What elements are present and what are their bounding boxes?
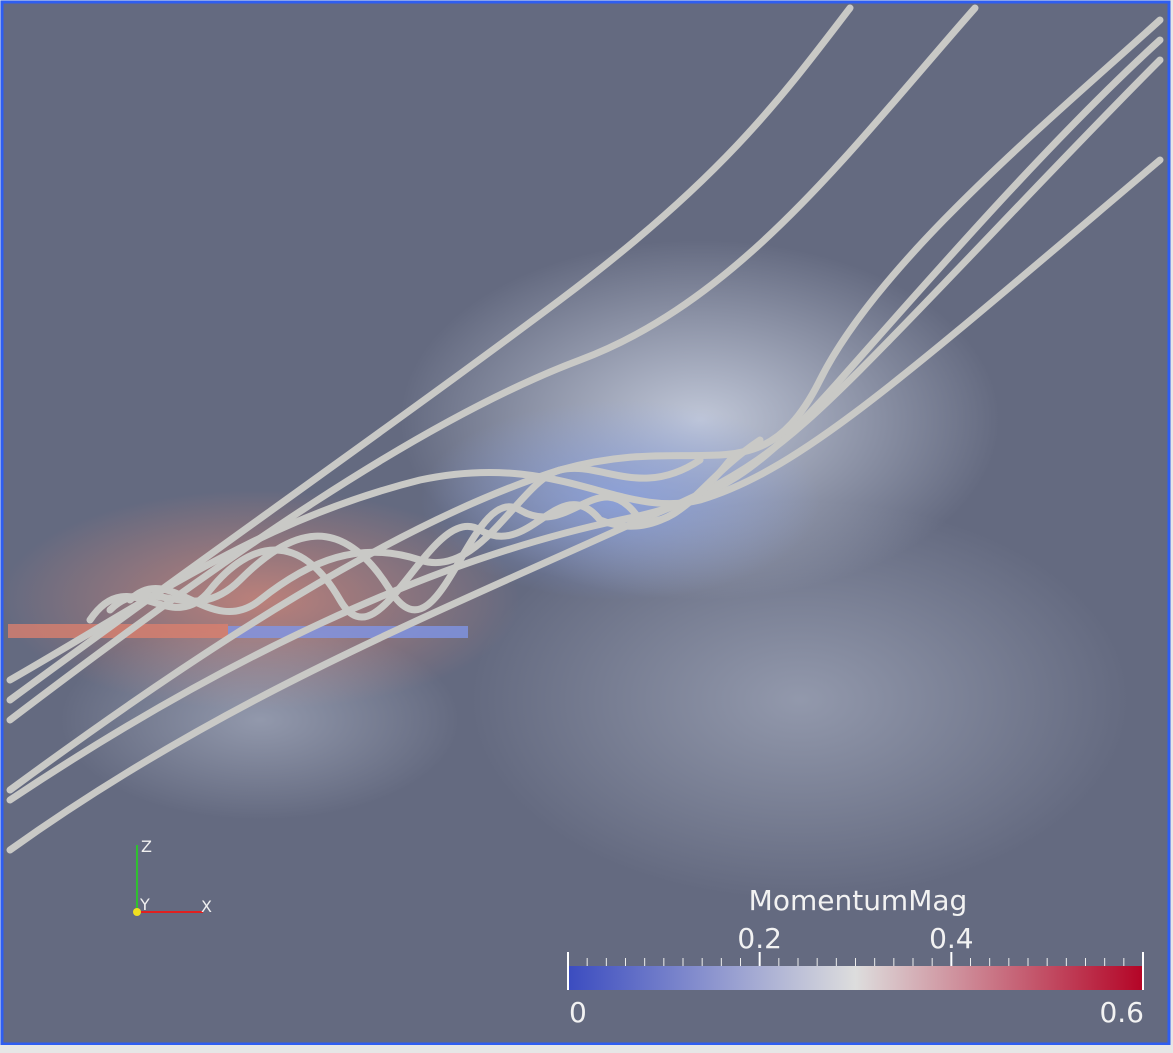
max-label: 0.6 bbox=[1099, 996, 1144, 1029]
glow bbox=[470, 500, 1130, 900]
glow bbox=[60, 620, 460, 820]
tick-label: 0.2 bbox=[737, 922, 782, 955]
plane bbox=[228, 626, 468, 638]
y-label: Y bbox=[139, 895, 150, 914]
min-label: 0 bbox=[569, 996, 587, 1029]
tick-label: 0.4 bbox=[929, 922, 974, 955]
color-legend: MomentumMag 0.2 0.4 0 0.6 bbox=[567, 884, 1144, 1029]
status-strip bbox=[0, 1045, 1173, 1053]
plane bbox=[8, 624, 228, 638]
streamlines bbox=[6, 4, 1164, 854]
color-bar bbox=[568, 966, 1143, 990]
z-label: Z bbox=[141, 837, 152, 856]
y-axis bbox=[133, 908, 141, 916]
x-label: X bbox=[201, 897, 212, 916]
axes-triad: Z Y X bbox=[133, 837, 212, 916]
legend-title: MomentumMag bbox=[749, 884, 968, 917]
